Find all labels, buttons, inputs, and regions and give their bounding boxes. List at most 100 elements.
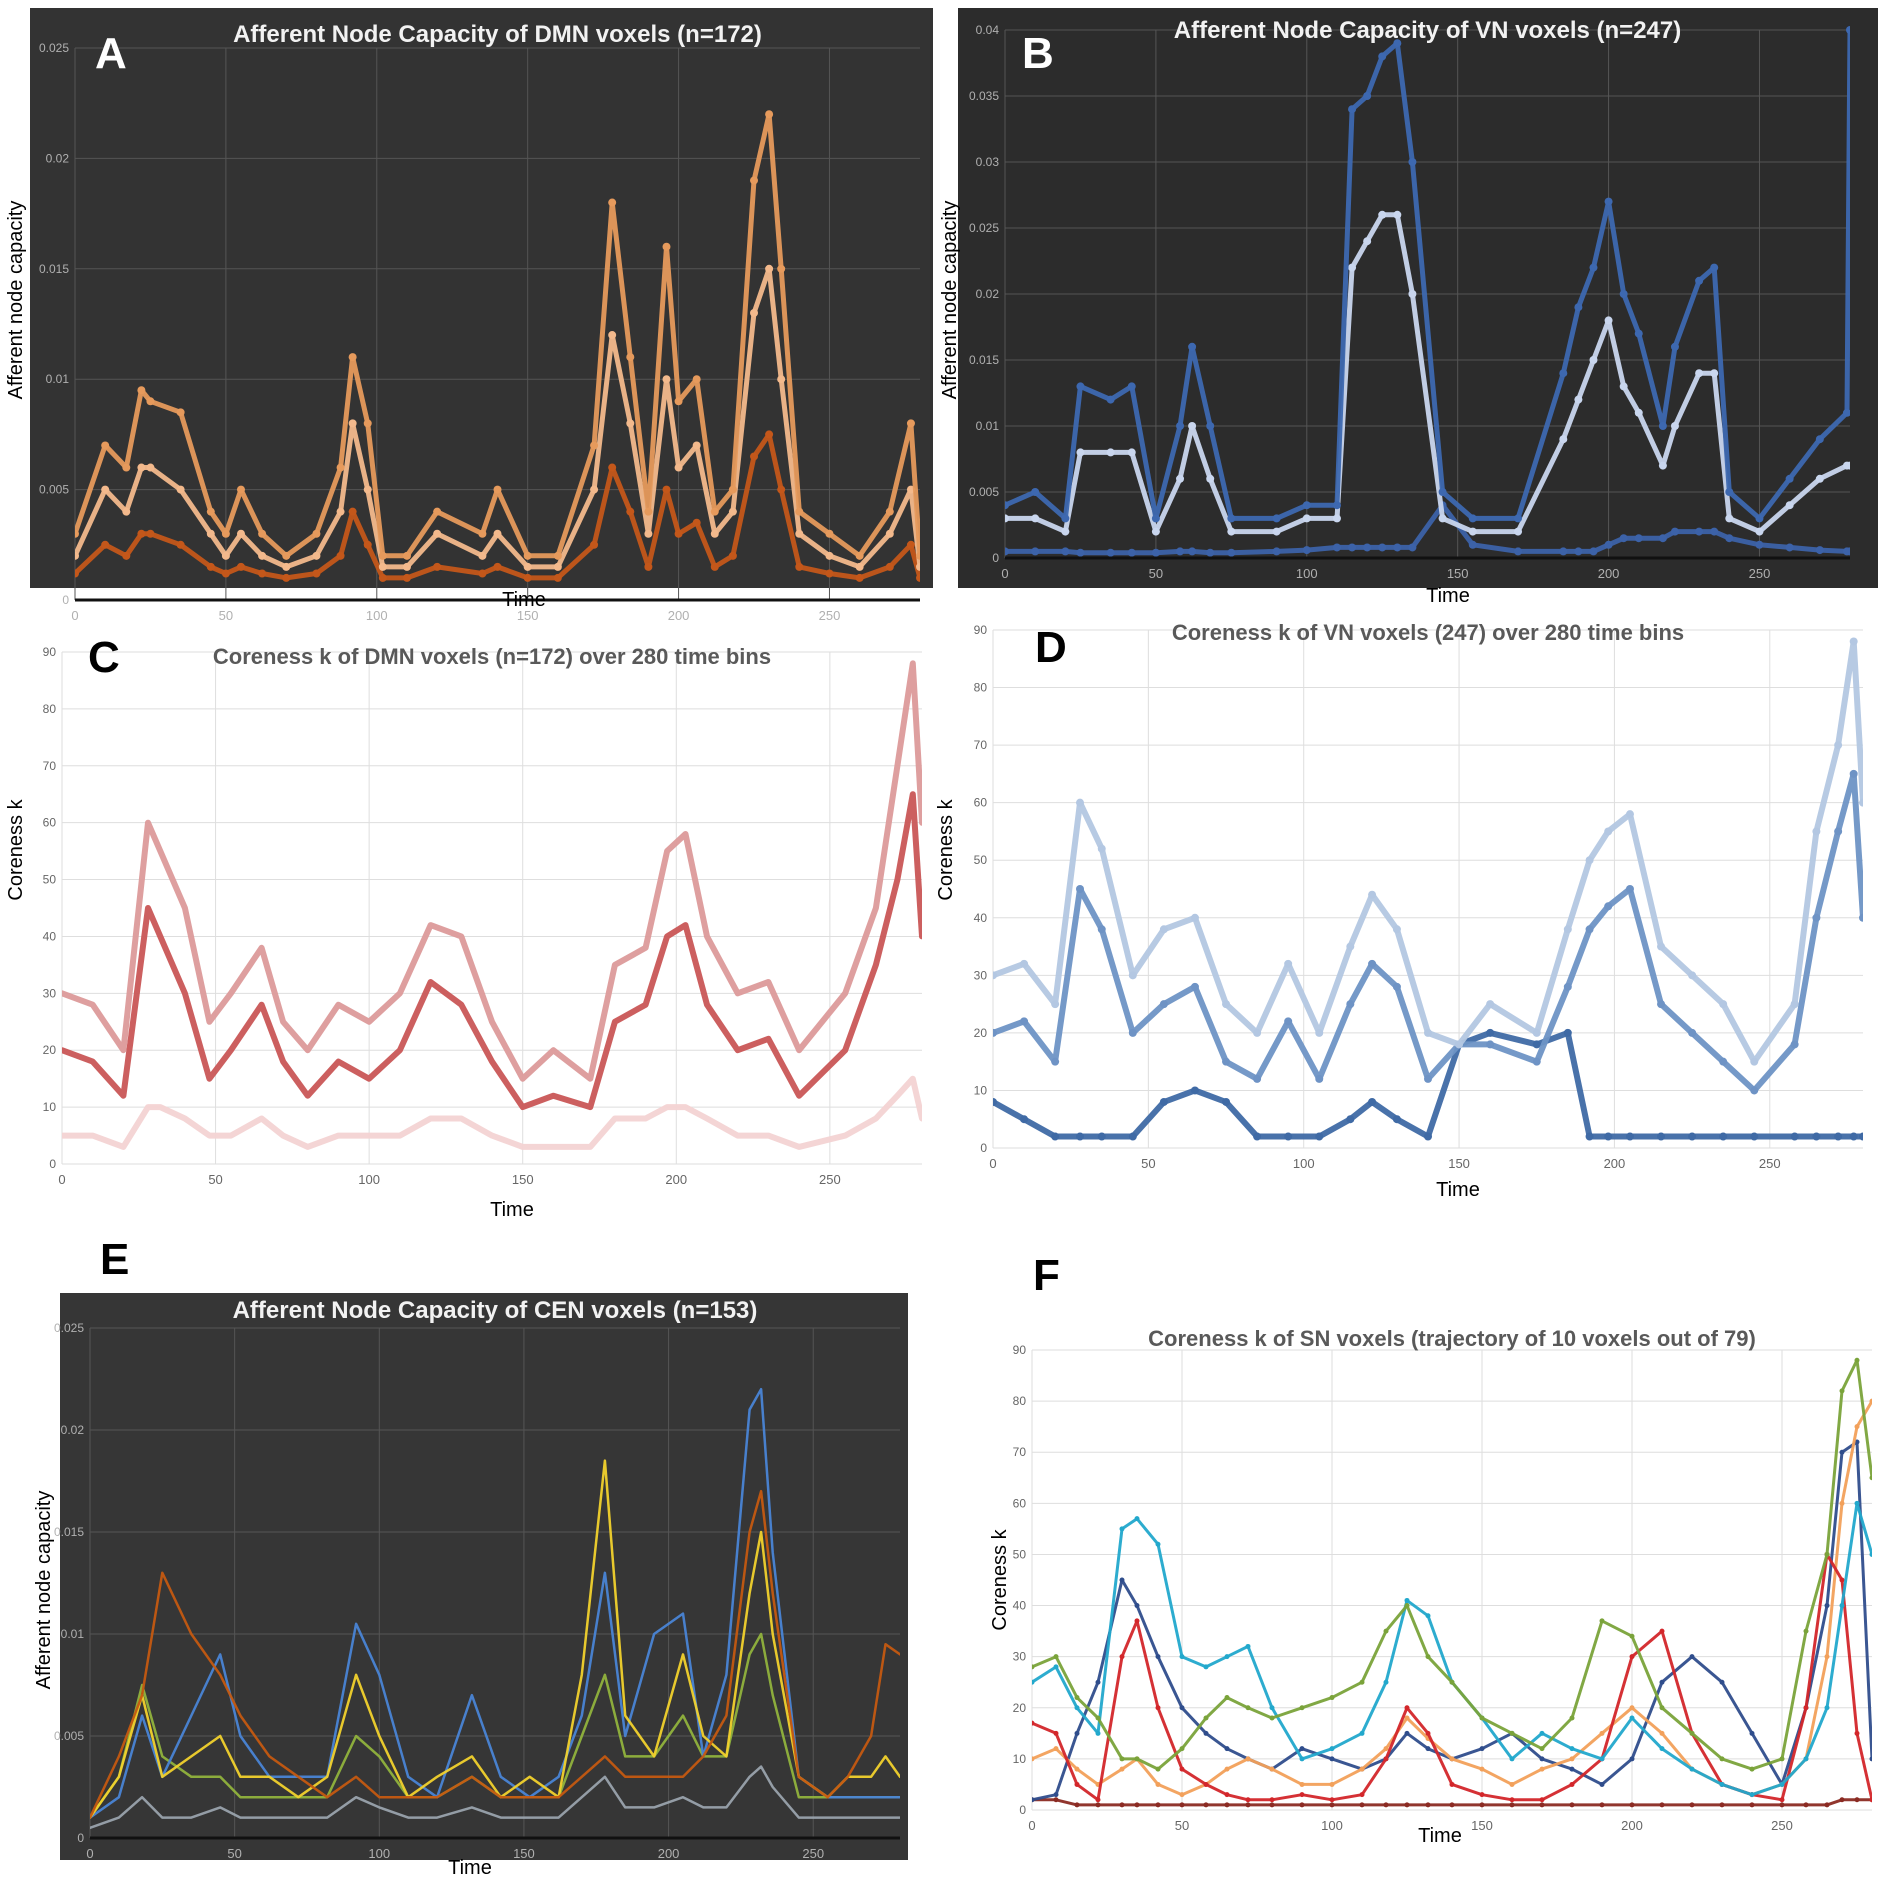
data-point: [101, 540, 110, 549]
x-tick-label: 200: [1621, 1818, 1643, 1833]
data-point: [221, 529, 230, 538]
data-point: [1779, 1797, 1785, 1803]
series-line-mid: [62, 791, 922, 1111]
data-point: [1719, 1679, 1725, 1685]
chart-title: Afferent Node Capacity of VN voxels (n=2…: [1174, 17, 1681, 44]
data-point: [553, 551, 562, 560]
data-point: [1569, 1756, 1575, 1762]
panel-a: 0 50 100 150 200 250 0 0.005 0.01 0.015 0.02 0.025 A…: [5, 8, 933, 623]
data-point: [993, 1097, 997, 1106]
data-point: [1346, 1115, 1355, 1124]
data-point: [1032, 1679, 1035, 1685]
x-tick-label: 250: [1749, 566, 1771, 581]
y-tick-label: 30: [43, 986, 57, 1000]
x-tick-label: 200: [668, 608, 690, 623]
data-point: [206, 529, 215, 538]
data-point: [1629, 1715, 1635, 1721]
data-point: [626, 507, 635, 516]
data-point: [1222, 1000, 1231, 1009]
data-point: [1574, 547, 1583, 556]
data-point: [644, 507, 653, 516]
data-point: [1563, 1028, 1572, 1037]
data-point: [1179, 1766, 1185, 1772]
data-point: [1053, 1792, 1059, 1798]
y-tick-label: 10: [43, 1100, 57, 1114]
data-point: [795, 507, 804, 516]
data-point: [1625, 1132, 1634, 1141]
data-point: [1095, 1797, 1101, 1803]
y-tick-label: 50: [1013, 1547, 1027, 1561]
y-axis-label: Afferent node capacity: [33, 1491, 55, 1690]
data-point: [176, 540, 185, 549]
data-point: [1074, 1802, 1080, 1808]
data-point: [1179, 1654, 1185, 1660]
data-point: [1299, 1792, 1305, 1798]
data-point: [1750, 1132, 1759, 1141]
data-point: [1159, 925, 1168, 934]
data-point: [282, 573, 291, 582]
x-tick-label: 150: [517, 608, 539, 623]
data-point: [236, 562, 245, 571]
data-point: [1155, 1705, 1161, 1711]
data-point: [1393, 39, 1402, 48]
data-point: [1332, 543, 1341, 552]
data-point: [122, 463, 131, 472]
y-tick-label: 0: [77, 1831, 84, 1845]
y-tick-label: 0.025: [969, 221, 999, 235]
data-point: [75, 569, 79, 578]
data-point: [146, 397, 155, 406]
data-point: [1589, 356, 1598, 364]
data-point: [1539, 1756, 1545, 1762]
data-point: [1854, 1424, 1860, 1430]
data-point: [1206, 548, 1215, 557]
data-point: [1812, 913, 1821, 922]
series-line-mid: [75, 266, 920, 570]
x-tick-label: 100: [358, 1172, 380, 1187]
x-tick-label: 250: [802, 1846, 824, 1861]
data-point: [433, 562, 442, 571]
data-point: [1657, 942, 1666, 951]
data-point: [626, 353, 635, 362]
data-point: [1269, 1802, 1275, 1808]
data-point: [1095, 1730, 1101, 1736]
data-point: [1302, 514, 1311, 523]
y-tick-label: 10: [974, 1083, 988, 1097]
data-point: [146, 529, 155, 538]
data-point: [1392, 925, 1401, 934]
data-point: [1589, 263, 1598, 272]
data-point: [1053, 1664, 1059, 1670]
data-point: [1689, 1766, 1695, 1772]
data-point: [1203, 1664, 1209, 1670]
data-point: [1659, 1730, 1665, 1736]
data-point: [1619, 382, 1628, 391]
data-point: [1095, 1715, 1101, 1721]
series-line-yellow: [90, 1459, 900, 1819]
data-point: [1329, 1756, 1335, 1762]
y-tick-label: 0.005: [969, 485, 999, 499]
y-axis-label: Afferent node capacity: [939, 201, 961, 400]
data-point: [348, 419, 357, 428]
data-point: [1719, 1057, 1728, 1066]
x-axis-label: Time: [1426, 585, 1470, 607]
x-tick-label: 0: [1001, 566, 1008, 581]
x-tick-label: 100: [1296, 566, 1318, 581]
data-point: [710, 507, 719, 516]
data-point: [674, 463, 683, 472]
series-line-orange: [90, 1489, 900, 1819]
data-point: [728, 485, 737, 494]
data-point: [1134, 1756, 1140, 1762]
data-point: [1203, 1781, 1209, 1787]
y-tick-label: 0: [49, 1157, 56, 1171]
data-point: [1688, 1028, 1697, 1037]
data-point: [1479, 1792, 1485, 1798]
data-point: [1514, 527, 1523, 536]
data-point: [1869, 1398, 1872, 1404]
data-point: [1190, 913, 1199, 922]
data-point: [1134, 1516, 1140, 1522]
data-point: [1348, 263, 1357, 272]
data-point: [590, 540, 599, 549]
y-tick-label: 0: [992, 551, 999, 565]
data-point: [1479, 1766, 1485, 1772]
data-point: [1179, 1792, 1185, 1798]
